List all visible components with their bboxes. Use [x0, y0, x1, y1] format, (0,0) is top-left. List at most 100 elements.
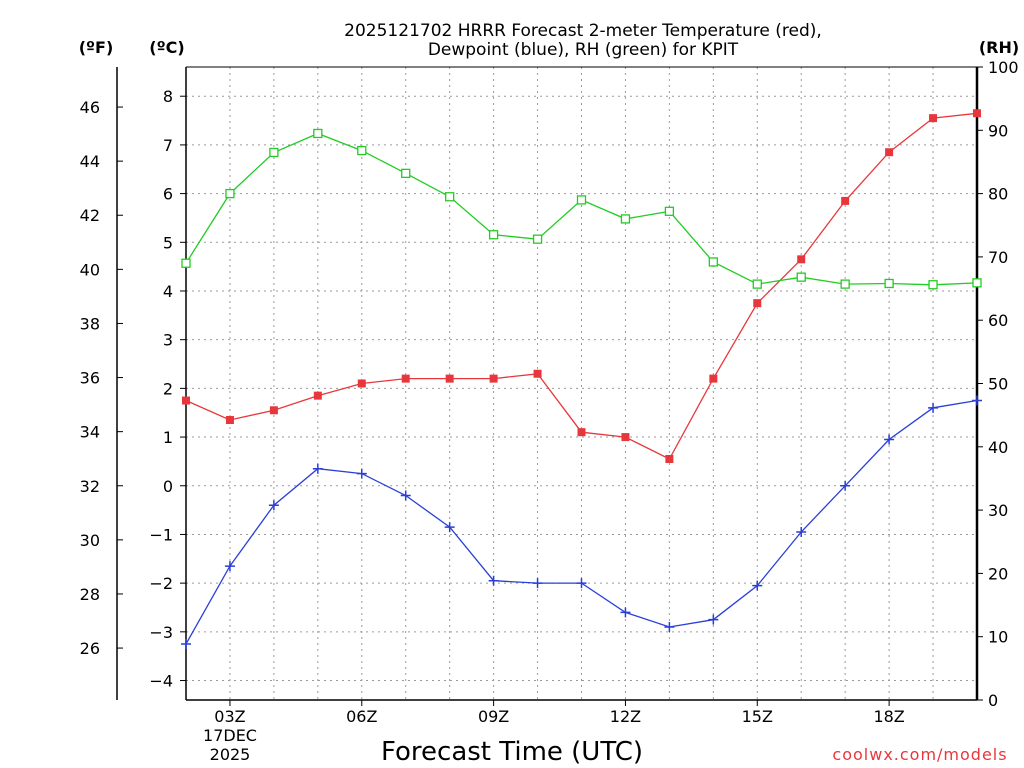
celsius-tick-label: −3	[149, 623, 173, 642]
rh-tick-label: 30	[988, 501, 1008, 520]
rh-point	[752, 279, 762, 289]
dewpoint-point	[532, 578, 543, 589]
rh-point	[445, 192, 455, 202]
rh-point	[357, 145, 367, 156]
celsius-tick-label: −2	[149, 574, 173, 593]
date-day-label: 17DEC	[203, 726, 257, 745]
rh-point	[225, 188, 235, 199]
rh-point	[532, 234, 543, 244]
rh-unit-label: (RH)	[979, 38, 1019, 57]
temperature-point	[929, 114, 938, 123]
temperature-point	[269, 406, 278, 415]
dewpoint-point	[576, 578, 587, 589]
temperature-point	[489, 374, 498, 383]
rh-point	[840, 279, 850, 289]
celsius-tick-label: −4	[149, 672, 173, 691]
dewpoint-point	[796, 527, 807, 538]
series-layer	[181, 109, 982, 650]
x-tick-label: 09Z	[478, 707, 509, 726]
fahrenheit-tick-label: 30	[80, 531, 100, 550]
temperature-line	[185, 112, 978, 460]
date-year-label: 2025	[210, 745, 251, 764]
fahrenheit-tick-label: 42	[80, 206, 100, 225]
celsius-tick-label: −1	[149, 525, 173, 544]
fahrenheit-tick-label: 46	[80, 98, 100, 117]
dewpoint-point	[664, 621, 675, 632]
temperature-point	[665, 454, 674, 463]
temperature-point	[753, 299, 762, 308]
grid-lines	[186, 67, 977, 700]
dewpoint-point	[928, 402, 939, 413]
x-tick-label: 15Z	[742, 707, 773, 726]
x-tick-label: 06Z	[346, 707, 377, 726]
credit-link[interactable]: coolwx.com/models	[832, 745, 1007, 764]
dewpoint-point	[356, 468, 367, 479]
temperature-point	[885, 148, 894, 157]
chart-subtitle: Dewpoint (blue), RH (green) for KPIT	[428, 40, 739, 60]
dewpoint-point	[972, 395, 982, 406]
chart-title: 2025121702 HRRR Forecast 2-meter Tempera…	[344, 21, 822, 41]
celsius-tick-label: 2	[163, 379, 173, 398]
rh-point	[313, 128, 323, 139]
rh-point	[928, 280, 938, 290]
celsius-tick-label: 6	[163, 185, 173, 204]
dewpoint-point	[181, 639, 191, 650]
celsius-tick-label: 5	[163, 233, 173, 252]
dewpoint-point	[488, 575, 499, 586]
rh-tick-label: 40	[988, 438, 1008, 457]
temperature-point	[357, 379, 366, 388]
rh-point	[664, 206, 675, 216]
celsius-tick-label: 4	[163, 282, 173, 301]
temperature-point	[533, 369, 542, 378]
temperature-point	[841, 196, 850, 205]
axes	[116, 66, 983, 706]
dewpoint-point	[620, 607, 631, 618]
fahrenheit-tick-label: 28	[80, 585, 100, 604]
celsius-tick-label: 7	[163, 136, 173, 155]
rh-point	[401, 168, 411, 178]
dewpoint-point	[708, 614, 719, 625]
temperature-point	[709, 374, 718, 383]
fahrenheit-tick-label: 32	[80, 477, 100, 496]
temperature-point	[621, 433, 630, 442]
rh-point	[620, 214, 631, 224]
rh-tick-label: 20	[988, 564, 1008, 583]
celsius-tick-label: 1	[163, 428, 173, 447]
temperature-point	[182, 396, 190, 405]
temperature-point	[973, 109, 981, 118]
rh-tick-label: 0	[988, 691, 998, 710]
rh-tick-label: 50	[988, 375, 1008, 394]
dewpoint-point	[444, 522, 455, 533]
x-tick-label: 18Z	[873, 707, 904, 726]
rh-point	[269, 147, 279, 158]
celsius-tick-label: 3	[163, 331, 173, 350]
fahrenheit-tick-label: 34	[80, 423, 100, 442]
rh-tick-label: 60	[988, 311, 1008, 330]
temperature-point	[313, 391, 322, 400]
dewpoint-point	[224, 561, 235, 572]
temperature-point	[445, 374, 454, 383]
temperature-point	[797, 255, 806, 264]
dewpoint-point	[400, 490, 411, 501]
dewpoint-point	[840, 480, 851, 491]
fahrenheit-tick-label: 44	[80, 152, 100, 171]
rh-line	[185, 132, 978, 286]
temperature-point	[577, 428, 586, 437]
rh-tick-label: 80	[988, 185, 1008, 204]
rh-point	[708, 257, 718, 267]
dewpoint-point	[312, 463, 323, 474]
rh-point	[181, 258, 191, 268]
temperature-point	[225, 416, 234, 425]
temperature-point	[401, 374, 410, 383]
celsius-tick-label: 0	[163, 477, 173, 496]
rh-point	[488, 230, 499, 240]
dewpoint-point	[752, 580, 763, 591]
rh-point	[884, 278, 894, 289]
rh-tick-label: 100	[988, 58, 1019, 77]
x-axis-label: Forecast Time (UTC)	[381, 737, 643, 767]
dewpoint-point	[268, 500, 279, 511]
x-tick-label: 03Z	[214, 707, 245, 726]
dewpoint-point	[884, 434, 895, 445]
fahrenheit-tick-label: 26	[80, 639, 100, 658]
fahrenheit-unit-label: (ºF)	[79, 38, 114, 57]
